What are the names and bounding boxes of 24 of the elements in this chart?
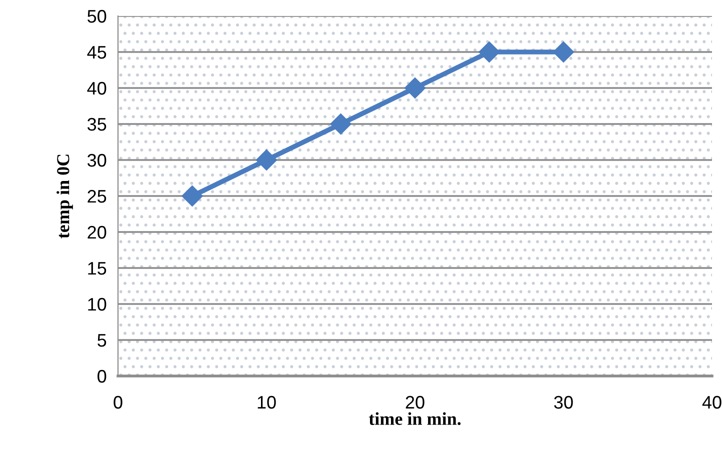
y-tick-label: 0 [98,370,106,383]
y-tick-label: 25 [88,190,106,203]
y-tick-label: 40 [87,82,106,95]
point [182,185,203,207]
point [552,41,574,63]
y-tick-label: 15 [88,262,106,275]
y-tick-label: 30 [87,154,106,167]
x-tick-label: 30 [554,396,573,409]
y-tick-label: 50 [88,10,106,23]
x-tick-label: 10 [258,396,276,409]
x-tick-label: 40 [702,396,722,409]
x-tick-label: 20 [406,396,424,409]
point [404,77,426,99]
y-axis-title: temp in 0C [56,154,73,238]
y-tick-label: 35 [87,118,106,131]
y-tick-label: 5 [98,334,106,347]
y-tick-label: 45 [87,46,106,59]
y-tick-label: 20 [88,226,106,239]
y-tick-label: 10 [88,298,106,311]
x-axis-title: time in min. [368,412,461,426]
x-tick-label: 0 [114,396,122,409]
point [256,149,278,171]
point [478,41,500,63]
point [330,113,352,135]
